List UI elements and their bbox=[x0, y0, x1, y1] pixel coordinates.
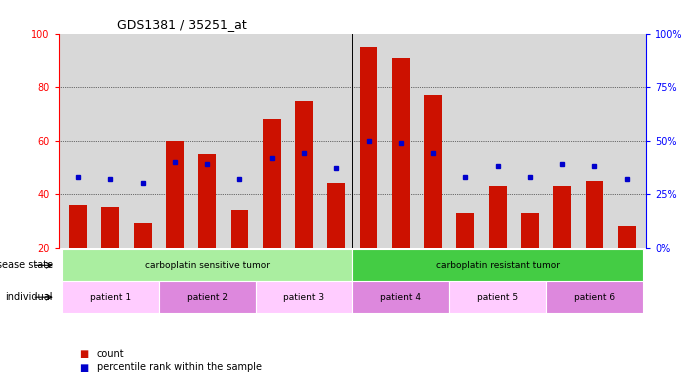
Bar bbox=[62, 281, 159, 313]
Bar bbox=[69, 205, 87, 248]
Bar bbox=[102, 207, 120, 248]
Text: ■: ■ bbox=[79, 363, 88, 372]
Text: percentile rank within the sample: percentile rank within the sample bbox=[97, 363, 262, 372]
Text: carboplatin resistant tumor: carboplatin resistant tumor bbox=[435, 261, 560, 270]
Text: individual: individual bbox=[6, 292, 53, 302]
Text: carboplatin sensitive tumor: carboplatin sensitive tumor bbox=[144, 261, 269, 270]
Bar bbox=[360, 47, 377, 248]
Text: count: count bbox=[97, 350, 124, 359]
Text: patient 4: patient 4 bbox=[380, 292, 422, 302]
Bar bbox=[521, 213, 539, 248]
Text: patient 6: patient 6 bbox=[574, 292, 615, 302]
Bar bbox=[585, 181, 603, 248]
Bar bbox=[328, 183, 345, 248]
Text: patient 5: patient 5 bbox=[477, 292, 518, 302]
Bar bbox=[392, 58, 410, 248]
Text: disease state: disease state bbox=[0, 260, 53, 270]
Bar bbox=[62, 249, 352, 281]
Bar bbox=[134, 224, 151, 248]
Bar bbox=[546, 281, 643, 313]
Bar bbox=[553, 186, 571, 248]
Bar bbox=[166, 141, 184, 248]
Text: GDS1381 / 35251_at: GDS1381 / 35251_at bbox=[117, 18, 247, 31]
Bar bbox=[295, 100, 313, 248]
Bar bbox=[231, 210, 248, 248]
Bar bbox=[449, 281, 546, 313]
Bar bbox=[352, 281, 449, 313]
Text: patient 3: patient 3 bbox=[283, 292, 325, 302]
Bar bbox=[159, 281, 256, 313]
Bar bbox=[256, 281, 352, 313]
Text: patient 2: patient 2 bbox=[187, 292, 228, 302]
Text: ■: ■ bbox=[79, 350, 88, 359]
Bar bbox=[618, 226, 636, 248]
Bar bbox=[263, 119, 281, 248]
Bar bbox=[489, 186, 507, 248]
Bar bbox=[457, 213, 474, 248]
Text: patient 1: patient 1 bbox=[90, 292, 131, 302]
Bar bbox=[424, 95, 442, 248]
Bar bbox=[198, 154, 216, 248]
Bar bbox=[352, 249, 643, 281]
